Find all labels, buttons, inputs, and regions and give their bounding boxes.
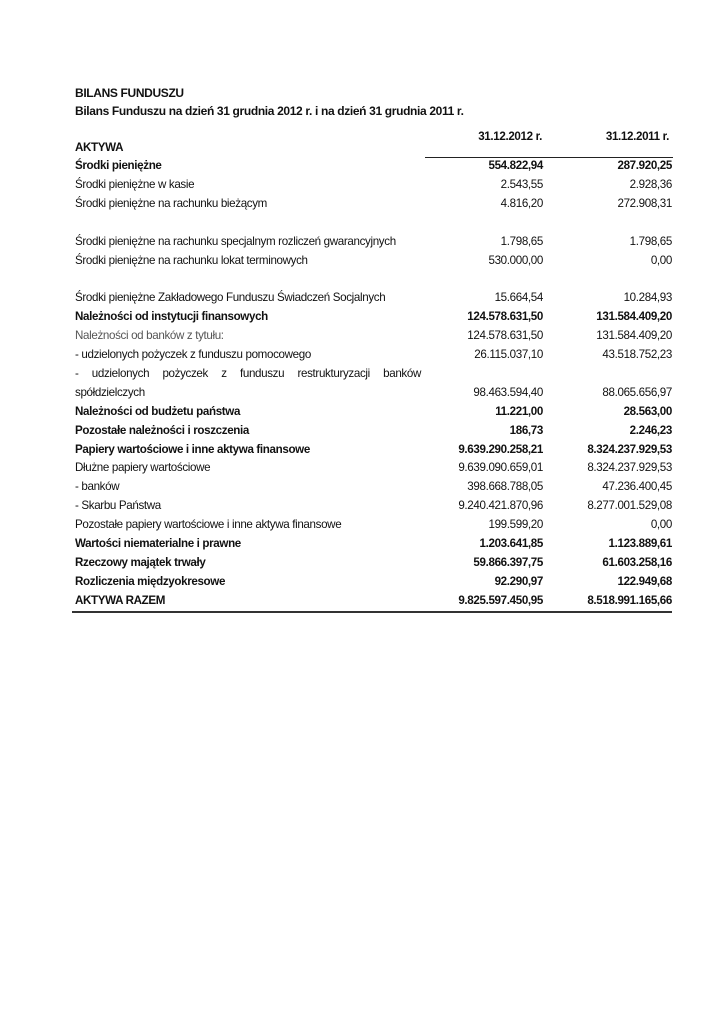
- value-2011: 0,00: [650, 253, 673, 267]
- row-label: Należności od instytucji finansowych: [75, 310, 268, 324]
- document-subtitle: Bilans Funduszu na dzień 31 grudnia 2012…: [75, 104, 464, 118]
- row-label: - Skarbu Państwa: [75, 499, 161, 513]
- value-2011: 0,00: [650, 518, 673, 532]
- table-row: Rzeczowy majątek trwały 59.866.397,75 61.6…: [72, 554, 672, 573]
- row-label: Pozostałe papiery wartościowe i inne akt…: [75, 518, 342, 532]
- row-label: Środki pieniężne Zakładowego Funduszu Św…: [75, 291, 386, 305]
- value-2011: 1.123.889,61: [608, 537, 673, 551]
- row-label: AKTYWA RAZEM: [72, 591, 421, 613]
- value-2012: 92.290,97: [494, 574, 544, 588]
- value-2011: 8.324.237.929,53: [587, 461, 672, 475]
- row-label: Wartości niematerialne i prawne: [75, 537, 241, 551]
- table-row: Dłużne papiery wartościowe 9.639.090.659,…: [72, 459, 672, 478]
- balance-table: Środki pieniężne 554.822,94 287.920,25 Środ…: [72, 157, 672, 613]
- table-row: - udzielonych pożyczek z funduszu pomoco…: [72, 346, 672, 365]
- row-label: - udzielonych pożyczek z funduszu restru…: [75, 366, 421, 399]
- document-title: BILANS FUNDUSZU: [75, 86, 184, 100]
- table-row: Środki pieniężne Zakładowego Funduszu Św…: [72, 270, 672, 308]
- table-row: - banków 398.668.788,05 47.236.400,45: [72, 478, 672, 497]
- value-2012: 9.825.597.450,95: [421, 591, 543, 613]
- value-2011: 8.518.991.165,66: [543, 591, 672, 613]
- value-2012: 554.822,94: [488, 159, 543, 172]
- row-label: Rzeczowy majątek trwały: [75, 556, 206, 569]
- value-2012: 26.115.037,10: [474, 348, 543, 362]
- value-2012: 398.668.788,05: [467, 480, 543, 494]
- value-2011: 131.584.409,20: [596, 310, 672, 324]
- table-row: Pozostałe papiery wartościowe i inne akt…: [72, 516, 672, 535]
- value-2012: 124.578.631,50: [467, 310, 543, 324]
- row-label: Dłużne papiery wartościowe: [75, 461, 211, 475]
- row-label: - udzielonych pożyczek z funduszu pomoco…: [75, 348, 311, 362]
- value-2011: 61.603.258,16: [602, 556, 672, 569]
- value-2011: 287.920,25: [617, 159, 672, 172]
- row-label: Papiery wartościowe i inne aktywa finans…: [75, 442, 310, 456]
- column-header-2012: 31.12.2012 r.: [478, 130, 542, 143]
- value-2012: 199.599,20: [488, 518, 543, 532]
- value-2011: 43.518.752,23: [602, 348, 672, 362]
- value-2012: 9.639.090.659,01: [458, 461, 543, 475]
- value-2011: 131.584.409,20: [596, 329, 672, 343]
- value-2011: 2.246,23: [629, 423, 673, 437]
- value-2012: 124.578.631,50: [467, 329, 543, 343]
- table-row: - udzielonych pożyczek z funduszu restru…: [72, 365, 672, 403]
- table-row: Środki pieniężne 554.822,94 287.920,25: [72, 157, 672, 176]
- table-row: Środki pieniężne na rachunku specjalnym …: [72, 214, 672, 252]
- value-2012: 2.543,55: [500, 177, 544, 191]
- value-2012: 1.798,65: [500, 234, 544, 248]
- row-label: Rozliczenia międzyokresowe: [75, 574, 226, 588]
- value-2012: 11.221,00: [495, 404, 543, 418]
- value-2012: 4.816,20: [500, 196, 544, 210]
- value-2011: 88.065.656,97: [602, 385, 672, 399]
- row-label: Środki pieniężne na rachunku lokat termi…: [75, 253, 308, 267]
- row-label: Pozostałe należności i roszczenia: [75, 423, 250, 437]
- value-2011: 10.284,93: [623, 291, 673, 305]
- row-label: Środki pieniężne na rachunku bieżącym: [75, 196, 267, 210]
- value-2011: 272.908,31: [617, 196, 672, 210]
- table-row: Należności od banków z tytułu: 124.578.63…: [72, 327, 672, 346]
- value-2012: 186,73: [509, 423, 544, 437]
- table-row: Papiery wartościowe i inne aktywa finans…: [72, 441, 672, 460]
- table-row: Środki pieniężne w kasie 2.543,55 2.928,36: [72, 176, 672, 195]
- value-2012: 9.240.421.870,96: [458, 499, 543, 513]
- row-label: Środki pieniężne w kasie: [75, 177, 195, 191]
- value-2012: 98.463.594,40: [473, 385, 543, 399]
- table-row: Należności od budżetu państwa 11.221,00 28…: [72, 403, 672, 422]
- section-heading: AKTYWA: [75, 141, 124, 154]
- table-row: Rozliczenia międzyokresowe 92.290,97 122.9…: [72, 573, 672, 592]
- table-row: - Skarbu Państwa 9.240.421.870,96 8.277.00…: [72, 497, 672, 516]
- value-2011: 122.949,68: [617, 574, 672, 588]
- value-2012: 15.664,54: [494, 291, 544, 305]
- table-row: Wartości niematerialne i prawne 1.203.641…: [72, 535, 672, 554]
- row-label: Należności od banków z tytułu:: [75, 329, 224, 343]
- value-2011: 2.928,36: [629, 177, 673, 191]
- row-label: Środki pieniężne na rachunku specjalnym …: [75, 234, 396, 248]
- table-row: Pozostałe należności i roszczenia 186,73 2…: [72, 422, 672, 441]
- value-2011: 1.798,65: [629, 234, 673, 248]
- value-2011: 8.324.237.929,53: [587, 442, 672, 456]
- table-row: Środki pieniężne na rachunku bieżącym 4.8…: [72, 195, 672, 214]
- value-2011: 8.277.001.529,08: [587, 499, 672, 513]
- row-label: Należności od budżetu państwa: [75, 404, 241, 418]
- column-header-2011: 31.12.2011 r.: [605, 130, 670, 143]
- value-2012: 530.000,00: [488, 253, 543, 267]
- header-divider: [425, 157, 673, 158]
- value-2012: 1.203.641,85: [479, 537, 544, 551]
- value-2011: 28.563,00: [623, 404, 673, 418]
- value-2012: 59.866.397,75: [473, 556, 543, 569]
- row-label: Środki pieniężne: [75, 159, 162, 172]
- table-row: AKTYWA RAZEM 9.825.597.450,95 8.518.991.16…: [72, 591, 672, 613]
- row-label: - banków: [75, 480, 120, 494]
- table-row: Środki pieniężne na rachunku lokat termi…: [72, 252, 672, 271]
- table-row: Należności od instytucji finansowych 124.…: [72, 308, 672, 327]
- value-2012: 9.639.290.258,21: [458, 442, 543, 456]
- value-2011: 47.236.400,45: [602, 480, 672, 494]
